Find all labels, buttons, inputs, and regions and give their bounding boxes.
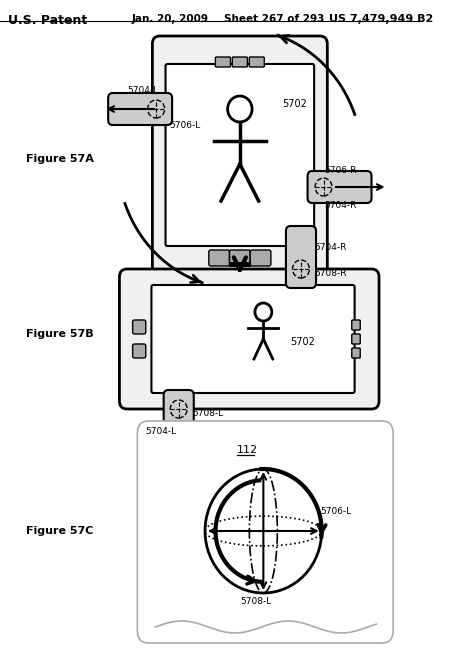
Text: 5702: 5702 [282, 99, 307, 109]
Text: 112: 112 [237, 445, 258, 455]
Text: 5708-L: 5708-L [192, 409, 223, 417]
Text: 5702: 5702 [290, 337, 315, 347]
Text: Figure 57A: Figure 57A [27, 154, 94, 164]
Text: Figure 57B: Figure 57B [27, 329, 94, 339]
Circle shape [255, 303, 272, 321]
Text: 5708-R: 5708-R [314, 268, 346, 278]
Text: 5706-R: 5706-R [324, 166, 357, 175]
FancyBboxPatch shape [232, 57, 248, 67]
FancyBboxPatch shape [352, 348, 360, 358]
Text: 5704-R: 5704-R [314, 242, 346, 252]
Text: U.S. Patent: U.S. Patent [8, 14, 87, 27]
FancyBboxPatch shape [133, 320, 146, 334]
FancyBboxPatch shape [249, 57, 264, 67]
Text: Sheet 267 of 293: Sheet 267 of 293 [224, 14, 324, 24]
Circle shape [228, 96, 252, 122]
Text: 5708-L: 5708-L [240, 597, 271, 606]
FancyBboxPatch shape [352, 320, 360, 330]
Text: 5704-L: 5704-L [127, 86, 158, 95]
FancyBboxPatch shape [137, 421, 393, 643]
FancyBboxPatch shape [230, 250, 250, 266]
FancyBboxPatch shape [133, 344, 146, 358]
FancyBboxPatch shape [209, 250, 230, 266]
Text: US 7,479,949 B2: US 7,479,949 B2 [329, 14, 433, 24]
FancyBboxPatch shape [307, 171, 372, 203]
Text: 5706-L: 5706-L [320, 506, 351, 516]
Text: 5706-L: 5706-L [169, 121, 201, 130]
FancyBboxPatch shape [119, 269, 379, 409]
FancyBboxPatch shape [286, 226, 316, 288]
Text: 5704-L: 5704-L [146, 427, 177, 436]
Text: Figure 57C: Figure 57C [27, 526, 94, 536]
FancyBboxPatch shape [166, 64, 314, 246]
FancyBboxPatch shape [250, 250, 271, 266]
Text: Jan. 20, 2009: Jan. 20, 2009 [132, 14, 209, 24]
FancyBboxPatch shape [216, 57, 230, 67]
FancyBboxPatch shape [164, 390, 194, 452]
FancyBboxPatch shape [153, 36, 327, 282]
Text: 5704-R: 5704-R [324, 201, 357, 210]
FancyBboxPatch shape [108, 93, 172, 125]
FancyBboxPatch shape [152, 285, 355, 393]
FancyBboxPatch shape [352, 334, 360, 344]
